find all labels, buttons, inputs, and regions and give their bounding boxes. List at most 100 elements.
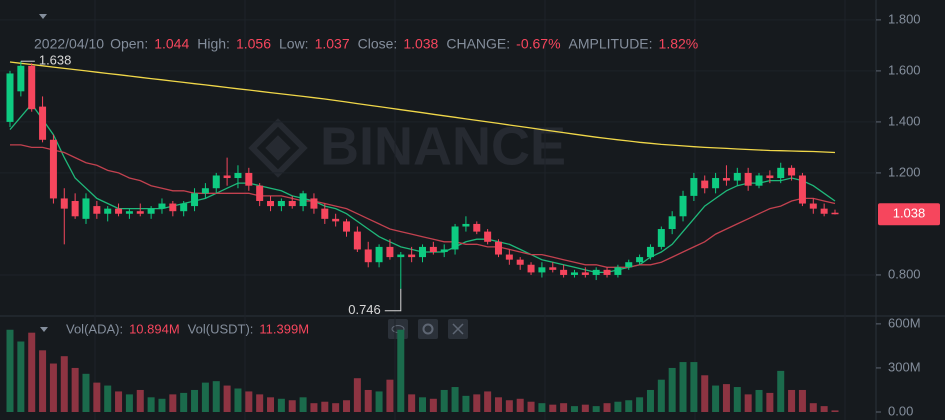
- candle-body: [831, 212, 839, 215]
- y-tick-label: 1.400: [888, 113, 921, 128]
- candle-body: [71, 200, 79, 217]
- volume-bar: [701, 375, 709, 412]
- volume-bar: [733, 387, 741, 412]
- volume-bar: [136, 389, 144, 412]
- volume-bar: [93, 382, 101, 412]
- candle-body: [473, 223, 481, 232]
- volume-bar: [570, 406, 578, 412]
- volume-bar: [777, 370, 785, 412]
- volume-bar: [636, 397, 644, 412]
- price-tag: [878, 203, 940, 226]
- volume-bar: [419, 397, 426, 412]
- candle-body: [722, 178, 730, 181]
- candle-body: [505, 254, 513, 260]
- header-label: CHANGE:: [446, 36, 510, 52]
- candle-body: [288, 200, 296, 207]
- volume-bar: [429, 398, 437, 412]
- candle-body: [147, 208, 155, 214]
- high-label: 1.638: [39, 53, 72, 68]
- candle-body: [6, 73, 14, 122]
- volume-bar: [831, 410, 839, 412]
- candle-body: [136, 211, 144, 214]
- volume-bar: [299, 397, 307, 412]
- volume-bar: [267, 397, 275, 412]
- candle-body: [560, 269, 568, 275]
- watermark-text: BINANCE: [320, 116, 566, 176]
- candle-body: [158, 203, 166, 209]
- volume-bar: [310, 403, 318, 412]
- volume-bar: [668, 367, 676, 412]
- candle-body: [440, 249, 448, 252]
- volume-bar: [158, 398, 166, 412]
- header-label: AMPLITUDE:: [569, 36, 653, 52]
- candle-body: [212, 175, 220, 189]
- candle-body: [484, 231, 492, 242]
- candle-body: [581, 272, 589, 275]
- close-shape: [452, 323, 464, 335]
- volume-bar: [712, 385, 720, 412]
- volume-bar: [788, 389, 796, 412]
- volume-bar: [538, 403, 546, 412]
- volume-bar: [451, 387, 459, 412]
- candle-body: [744, 172, 752, 186]
- candle-body: [788, 167, 796, 176]
- volume-bar: [353, 378, 361, 412]
- candle-body: [60, 198, 68, 209]
- volume-bar: [560, 403, 568, 412]
- candle-body: [201, 188, 209, 194]
- header-label: High:: [197, 36, 230, 52]
- volume-bar: [234, 388, 242, 412]
- volume-bar: [581, 404, 589, 412]
- candle-body: [397, 254, 405, 258]
- volume-bar: [690, 362, 698, 412]
- candle-body: [690, 178, 698, 196]
- candle-body: [191, 193, 199, 207]
- volume-bar: [169, 394, 177, 412]
- volume-bar: [484, 391, 492, 412]
- volume-bar: [820, 406, 828, 412]
- volume-bar: [277, 398, 285, 412]
- volume-bar: [722, 384, 730, 412]
- candle-body: [169, 203, 177, 212]
- candle-body: [679, 195, 687, 217]
- candle-body: [343, 221, 351, 232]
- candle-body: [17, 65, 25, 92]
- volume-bar: [125, 394, 133, 412]
- y-tick-label: 1.600: [888, 62, 921, 77]
- ma-line: [9, 61, 836, 154]
- candle-body: [82, 198, 90, 219]
- candle-body: [245, 172, 253, 186]
- collapse-icon[interactable]: [39, 14, 47, 19]
- collapse-icon[interactable]: [40, 327, 48, 332]
- candle-body: [267, 200, 275, 207]
- low-pointer: [384, 288, 402, 312]
- header-label: 2022/04/10: [34, 36, 104, 52]
- y-tick-label: 0.800: [888, 266, 921, 281]
- candle-body: [777, 167, 785, 179]
- volume-bar: [71, 367, 79, 412]
- volume-bar: [191, 389, 199, 412]
- header-label: Low:: [279, 36, 309, 52]
- candle-body: [429, 246, 437, 252]
- volume-bar: [505, 400, 513, 412]
- volume-bar: [223, 385, 231, 412]
- candle-body: [462, 223, 470, 227]
- volume-bar: [147, 397, 155, 412]
- header-value: 1.056: [236, 36, 271, 52]
- volume-header-label: Vol(ADA):: [66, 321, 123, 336]
- candle-body: [451, 226, 459, 250]
- settings-icon[interactable]: [418, 319, 438, 339]
- candle-body: [223, 175, 231, 179]
- candle-body: [234, 172, 242, 179]
- volume-bar: [256, 394, 264, 412]
- volume-bar: [592, 406, 600, 412]
- header-value: 1.037: [315, 36, 350, 52]
- volume-bar: [494, 397, 502, 412]
- header-value: 1.038: [403, 36, 438, 52]
- volume-bar: [82, 373, 90, 412]
- volume-bar: [440, 389, 448, 412]
- candle-body: [386, 246, 394, 258]
- volume-bar: [766, 392, 774, 412]
- candle-body: [408, 254, 416, 258]
